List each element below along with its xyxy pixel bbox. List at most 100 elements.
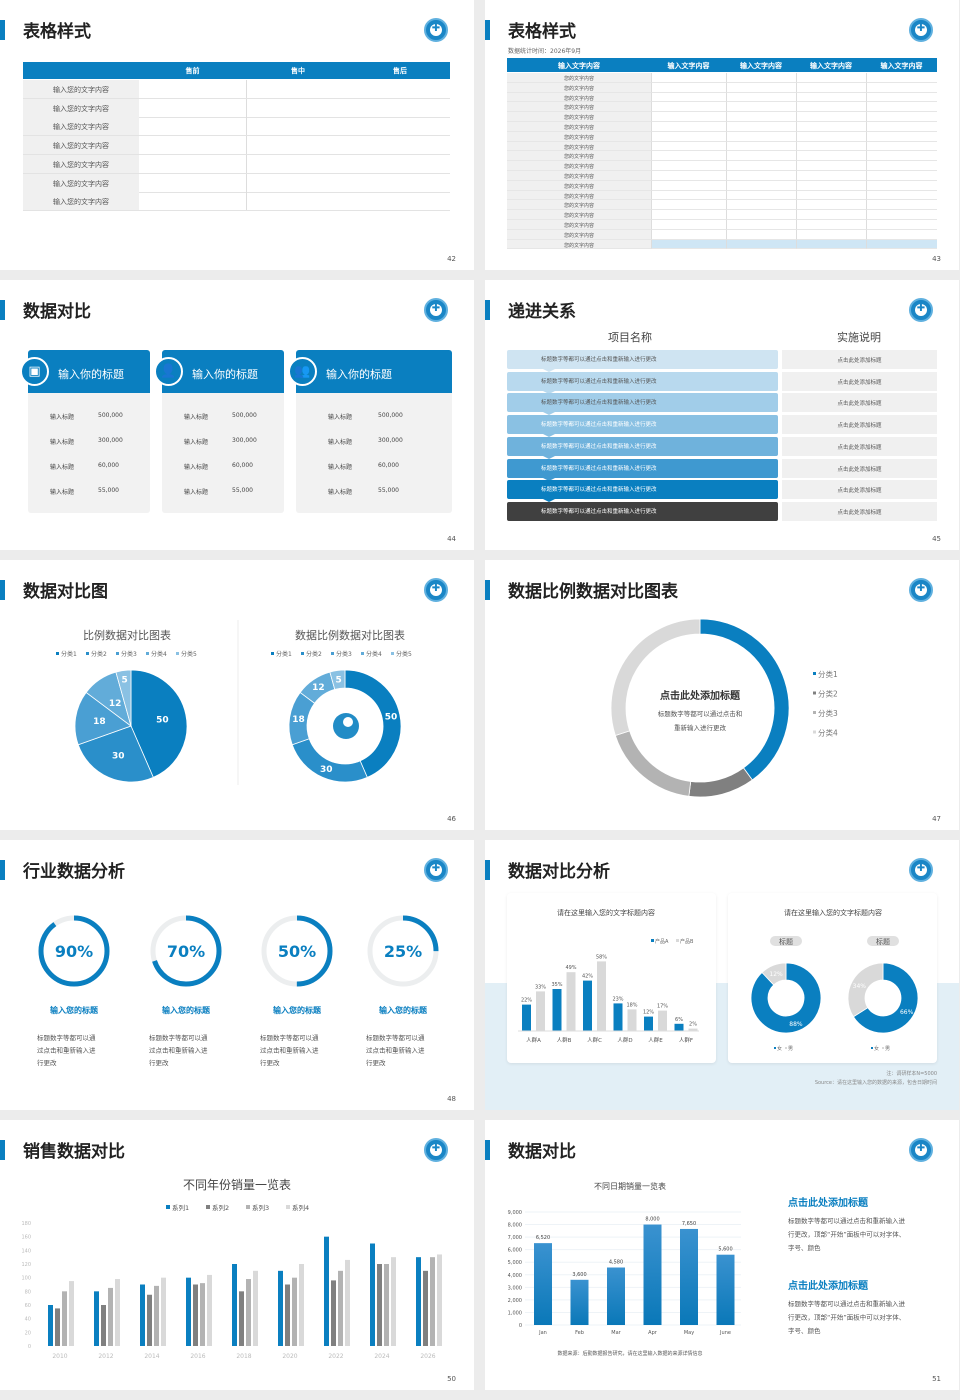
table-cell[interactable] [866, 141, 937, 152]
step-description[interactable]: 点击此处添加标题 [782, 501, 937, 521]
table-cell[interactable] [726, 112, 796, 122]
table-cell[interactable] [866, 102, 937, 113]
table-cell[interactable] [796, 73, 866, 83]
table-cell[interactable] [796, 210, 866, 220]
table-cell[interactable] [726, 102, 796, 113]
table-cell[interactable] [866, 210, 937, 220]
table-cell[interactable] [651, 102, 726, 113]
step-item[interactable]: 标题数字等都可以通过点击和重新输入进行更改 [507, 393, 778, 413]
table-cell[interactable] [726, 180, 796, 191]
table-cell[interactable] [866, 190, 937, 201]
table-cell[interactable] [651, 122, 726, 132]
step-item[interactable]: 标题数字等都可以通过点击和重新输入进行更改 [507, 371, 778, 391]
step-description[interactable]: 点击此处添加标题 [782, 480, 937, 500]
step-description[interactable]: 点击此处添加标题 [782, 436, 937, 456]
table-cell[interactable] [866, 171, 937, 181]
table-cell[interactable] [726, 82, 796, 93]
table-cell[interactable] [796, 92, 866, 103]
table-cell[interactable] [866, 122, 937, 132]
table-cell[interactable] [796, 200, 866, 211]
table-cell[interactable] [796, 102, 866, 113]
table-cell[interactable] [651, 210, 726, 220]
table-cell[interactable] [651, 82, 726, 93]
table-cell[interactable] [796, 161, 866, 171]
table-cell[interactable] [726, 220, 796, 230]
table-cell[interactable] [866, 200, 937, 211]
table-cell[interactable] [651, 141, 726, 152]
step-description[interactable]: 点击此处添加标题 [782, 415, 937, 435]
step-description[interactable]: 点击此处添加标题 [782, 458, 937, 478]
table-cell[interactable] [796, 239, 866, 250]
table-cell[interactable] [726, 131, 796, 142]
table-cell[interactable] [796, 151, 866, 162]
table-cell[interactable] [246, 154, 450, 173]
table-cell[interactable] [866, 180, 937, 191]
table-cell[interactable] [651, 220, 726, 230]
step-description[interactable]: 点击此处添加标题 [782, 393, 937, 413]
slide-51[interactable]: 数据对比 51 不同日期销量一览表 0 1,000 2,000 3,000 4,000 5,00… [485, 1120, 959, 1390]
table-cell[interactable] [796, 190, 866, 201]
table-cell[interactable] [726, 151, 796, 162]
table-cell[interactable] [246, 117, 450, 136]
step-item[interactable]: 标题数字等都可以通过点击和重新输入进行更改 [507, 415, 778, 435]
table-cell[interactable] [139, 99, 246, 117]
table-cell[interactable] [866, 73, 937, 83]
table-cell[interactable] [139, 155, 246, 173]
table-cell[interactable] [866, 229, 937, 240]
table-cell[interactable] [726, 73, 796, 83]
slide-49[interactable]: 数据对比分析49请在这里输入您的文字标题内容22%33%人群A35%49%人群B… [485, 840, 959, 1110]
table-cell[interactable] [866, 92, 937, 103]
table-cell[interactable] [796, 112, 866, 122]
table-cell[interactable] [866, 220, 937, 230]
table-cell[interactable] [651, 92, 726, 103]
table-cell[interactable] [139, 117, 246, 135]
table-cell[interactable] [726, 141, 796, 152]
table-cell[interactable] [726, 92, 796, 103]
table-cell[interactable] [726, 229, 796, 240]
table-cell[interactable] [866, 112, 937, 122]
table-cell[interactable] [246, 136, 450, 155]
step-item[interactable]: 标题数字等都可以通过点击和重新输入进行更改 [507, 501, 778, 521]
table-cell[interactable] [866, 151, 937, 162]
table-cell[interactable] [796, 229, 866, 240]
step-item[interactable]: 标题数字等都可以通过点击和重新输入进行更改 [507, 480, 778, 500]
slide-46[interactable]: 数据对比图46比例数据对比图表分类1分类2分类3分类4分类5503018125数… [0, 560, 474, 830]
table-cell[interactable] [246, 173, 450, 192]
table-cell[interactable] [139, 174, 246, 192]
table-cell[interactable] [651, 112, 726, 122]
table-cell[interactable] [651, 200, 726, 211]
table-cell[interactable] [726, 190, 796, 201]
table-cell[interactable] [796, 220, 866, 230]
table-cell[interactable] [651, 190, 726, 201]
table-cell[interactable] [796, 141, 866, 152]
table-cell[interactable] [651, 171, 726, 181]
step-item[interactable]: 标题数字等都可以通过点击和重新输入进行更改 [507, 350, 778, 369]
table-cell[interactable] [651, 239, 726, 250]
table-cell[interactable] [726, 161, 796, 171]
table-cell[interactable] [796, 171, 866, 181]
table-cell[interactable] [796, 82, 866, 93]
step-item[interactable]: 标题数字等都可以通过点击和重新输入进行更改 [507, 458, 778, 478]
table-cell[interactable] [651, 161, 726, 171]
table-cell[interactable] [139, 80, 246, 98]
table-cell[interactable] [726, 171, 796, 181]
table-cell[interactable] [726, 210, 796, 220]
step-description[interactable]: 点击此处添加标题 [782, 371, 937, 391]
table-cell[interactable] [246, 80, 450, 98]
table-cell[interactable] [796, 131, 866, 142]
table-cell[interactable] [651, 73, 726, 83]
table-cell[interactable] [796, 122, 866, 132]
table-cell[interactable] [246, 192, 450, 211]
table-cell[interactable] [726, 200, 796, 211]
table-cell[interactable] [246, 98, 450, 117]
table-cell[interactable] [726, 239, 796, 250]
table-cell[interactable] [139, 136, 246, 154]
table-cell[interactable] [651, 229, 726, 240]
table-cell[interactable] [866, 161, 937, 171]
slide-45[interactable]: 递进关系45项目名称实施说明标题数字等都可以通过点击和重新输入进行更改点击此处添… [485, 280, 959, 550]
slide-42[interactable]: 表格样式 42 售前 售中 售后输入您的文字内容输入您的文字内容输入您的文字内容输入您的… [0, 0, 474, 270]
slide-47[interactable]: 数据比例数据对比图表 47 点击此处添加标题标题数字等都可以通过点击和重新输入进行更… [485, 560, 959, 830]
